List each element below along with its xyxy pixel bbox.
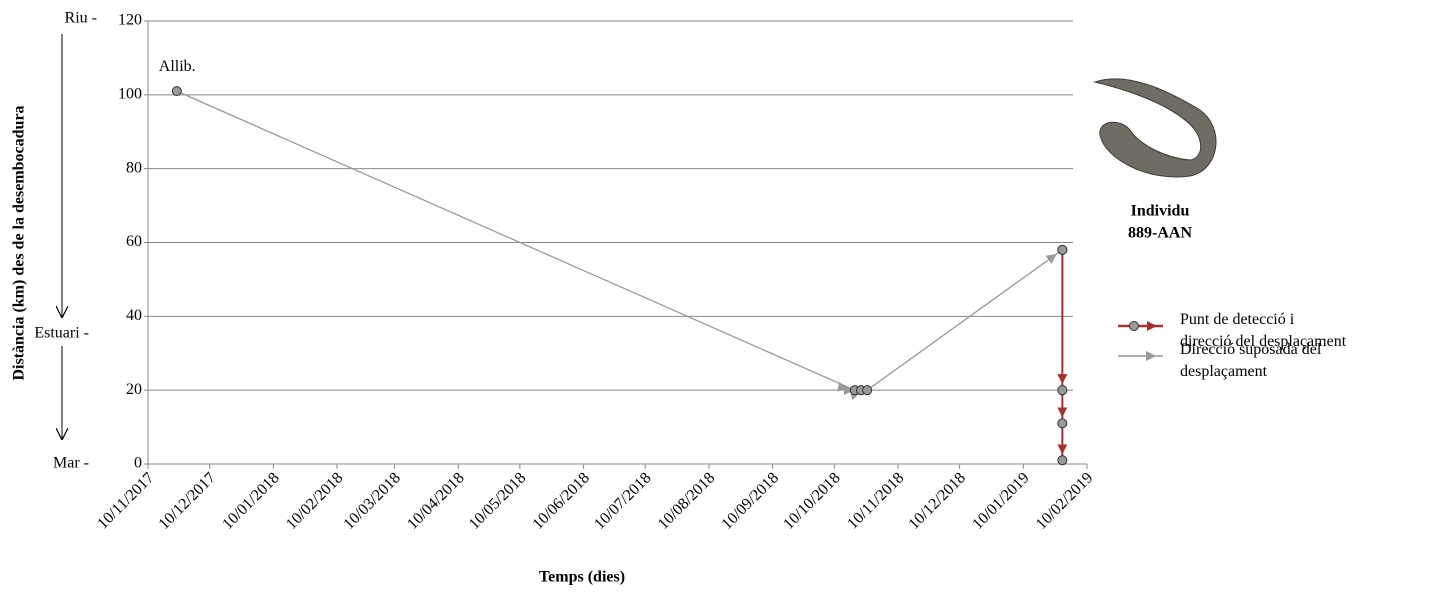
x-tick-label: 10/12/2017 bbox=[156, 469, 220, 533]
x-tick-label: 10/01/2018 bbox=[219, 469, 283, 533]
y-axis-title: Distància (km) des de la desembocadura bbox=[11, 105, 28, 380]
x-tick-label: 10/02/2018 bbox=[283, 469, 347, 533]
x-tick-label: 10/02/2019 bbox=[1033, 469, 1097, 533]
data-point bbox=[1058, 386, 1067, 395]
series-line bbox=[177, 91, 1063, 390]
x-tick-label: 10/11/2018 bbox=[844, 469, 907, 532]
eel-icon bbox=[1095, 79, 1216, 177]
y-tick-label: 20 bbox=[126, 381, 142, 398]
legend-title: Individu bbox=[1131, 203, 1190, 220]
x-tick-label: 10/11/2017 bbox=[94, 469, 157, 532]
y-tick-label: 0 bbox=[134, 455, 142, 472]
data-point bbox=[1058, 245, 1067, 254]
data-point bbox=[172, 87, 181, 96]
y-side-label: Estuari - bbox=[34, 325, 89, 342]
x-tick-label: 10/01/2019 bbox=[969, 469, 1033, 533]
x-tick-label: 10/09/2018 bbox=[718, 469, 782, 533]
y-tick-label: 100 bbox=[118, 86, 142, 103]
y-tick-label: 120 bbox=[118, 12, 142, 29]
data-point bbox=[1058, 419, 1067, 428]
annotation: Allib. bbox=[159, 58, 196, 75]
x-tick-label: 10/10/2018 bbox=[780, 469, 844, 533]
legend-marker bbox=[1130, 322, 1139, 331]
x-tick-label: 10/03/2018 bbox=[340, 469, 404, 533]
y-side-label: Riu - bbox=[65, 10, 97, 27]
x-axis-title: Temps (dies) bbox=[539, 569, 625, 586]
y-side-label: Mar - bbox=[53, 455, 89, 472]
y-tick-label: 60 bbox=[126, 233, 142, 250]
y-tick-label: 80 bbox=[126, 159, 142, 176]
x-tick-label: 10/07/2018 bbox=[591, 469, 655, 533]
chart: Distància (km) des de la desembocadura T… bbox=[0, 0, 1445, 593]
x-tick-label: 10/08/2018 bbox=[655, 469, 719, 533]
x-tick-label: 10/12/2018 bbox=[905, 469, 969, 533]
data-point bbox=[1058, 456, 1067, 465]
x-tick-label: 10/06/2018 bbox=[529, 469, 593, 533]
legend-title: 889-AAN bbox=[1128, 225, 1192, 242]
y-tick-label: 40 bbox=[126, 307, 142, 324]
x-tick-label: 10/04/2018 bbox=[404, 469, 468, 533]
data-point bbox=[863, 386, 872, 395]
x-tick-label: 10/05/2018 bbox=[466, 469, 530, 533]
